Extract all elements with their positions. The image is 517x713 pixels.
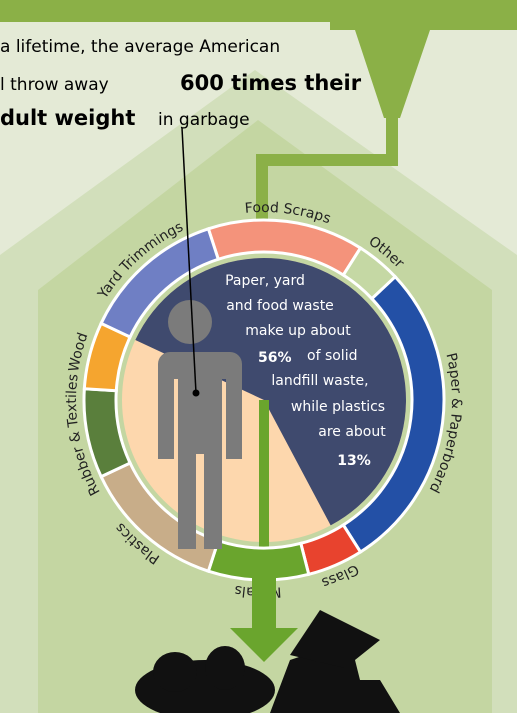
callout-emphasis: 600 times their xyxy=(180,71,362,95)
center-text: while plastics xyxy=(291,399,385,415)
arrow-shaft xyxy=(252,575,276,630)
center-text: make up about xyxy=(245,323,351,339)
callout-line: l throw away xyxy=(0,75,109,95)
center-text: are about xyxy=(318,424,386,440)
center-text: landfill waste, xyxy=(271,373,368,389)
center-text: of solid xyxy=(307,348,357,364)
center-percent: 13% xyxy=(337,453,371,469)
page: {"chart_data": {"type": "donut", "catego… xyxy=(0,0,517,713)
infographic: a lifetime, the average American l throw… xyxy=(0,0,517,713)
center-percent: 56% xyxy=(258,350,292,366)
person-head xyxy=(168,300,212,344)
callout-emphasis: dult weight xyxy=(0,106,135,130)
callout-dot xyxy=(193,390,200,397)
callout-line: a lifetime, the average American xyxy=(0,37,280,57)
callout-line: in garbage xyxy=(158,110,250,130)
donut-segment xyxy=(208,541,308,580)
center-text: and food waste xyxy=(226,298,334,314)
center-text: Paper, yard xyxy=(225,273,305,289)
